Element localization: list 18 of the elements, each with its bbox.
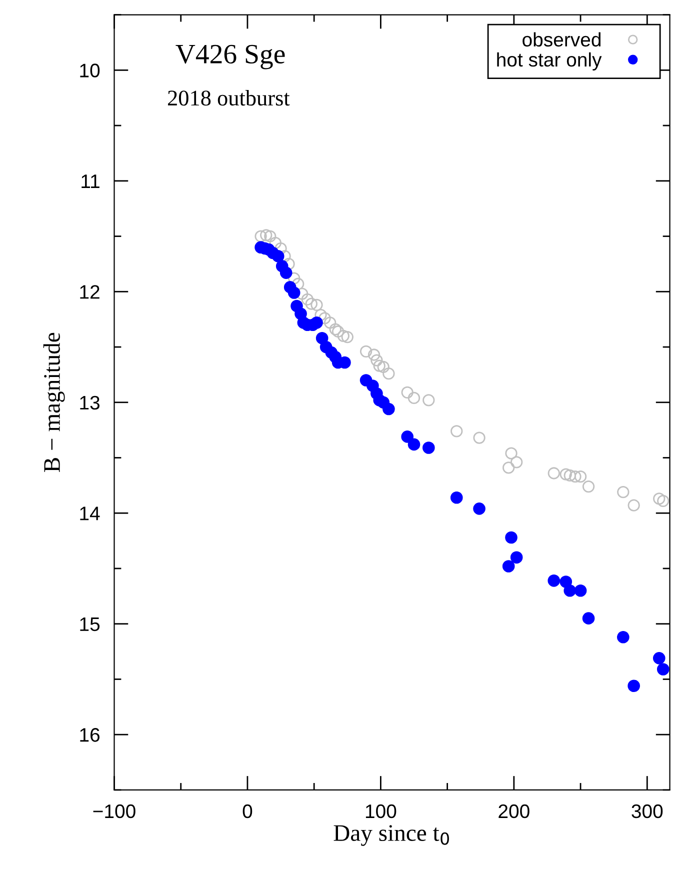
y-axis-title: B − magnitude xyxy=(43,332,65,472)
x-tick-label: 100 xyxy=(366,804,396,818)
text: 2018 outburst xyxy=(168,90,290,106)
y-tick-label: 10 xyxy=(80,64,100,78)
x-tick-label: 200 xyxy=(498,804,530,818)
x-axis-title: Day since t$_{0}$ xyxy=(334,825,449,846)
legend-label: observed xyxy=(522,32,600,47)
y-tick-label: 14 xyxy=(80,506,100,520)
y-tick-label: 11 xyxy=(82,174,100,188)
text: V426 Sge xyxy=(176,44,285,70)
y-tick-label: 16 xyxy=(80,728,100,742)
legend-label: hot star only xyxy=(497,52,602,70)
x-tick-label: 0 xyxy=(242,804,252,818)
y-tick-label: 13 xyxy=(80,396,100,410)
y-tick-label: 15 xyxy=(80,618,100,632)
x-tick-label: −100 xyxy=(93,804,136,818)
y-tick-label: 12 xyxy=(80,285,100,299)
x-tick-label: 300 xyxy=(632,804,663,818)
